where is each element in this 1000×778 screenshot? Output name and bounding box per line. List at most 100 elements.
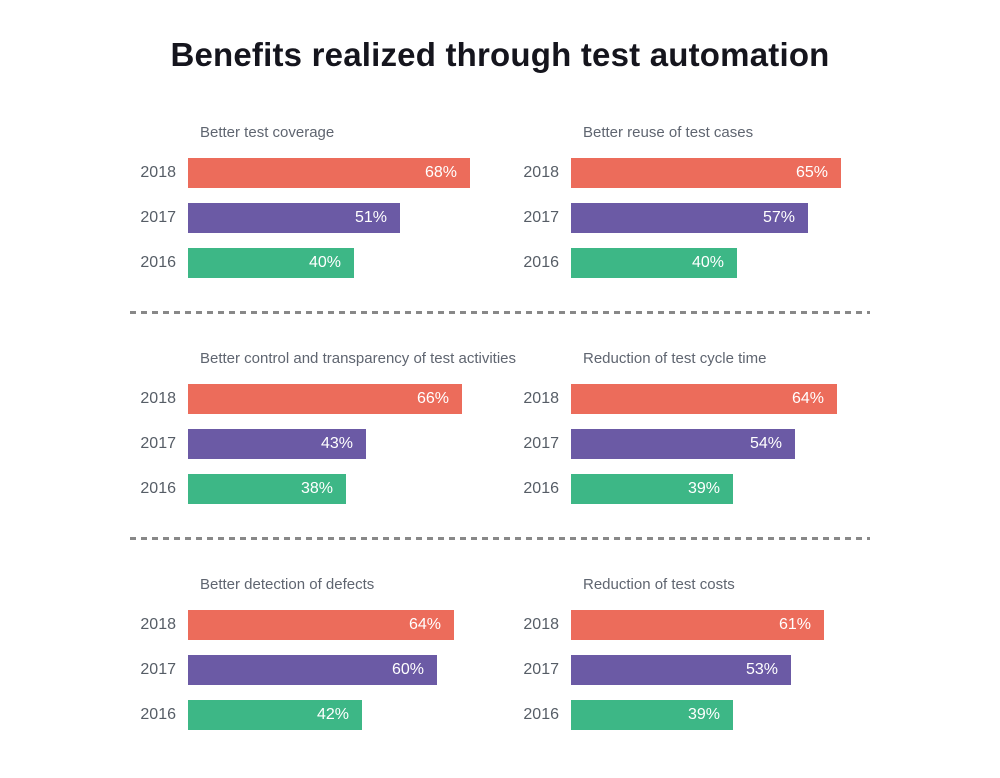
value-label: 53% [745, 660, 778, 678]
bar-row: 2018 65% [513, 157, 870, 188]
value-label: 64% [791, 389, 824, 407]
year-label: 2017 [523, 208, 559, 226]
bar-track: 64% [188, 609, 513, 640]
value-label: 54% [749, 434, 782, 452]
bar-row: 2018 66% [130, 383, 513, 414]
bar: 51% [188, 202, 400, 233]
bar: 40% [571, 247, 737, 278]
value-label: 39% [687, 705, 720, 723]
bar-row: 2018 64% [130, 609, 513, 640]
page-title: Benefits realized through test automatio… [170, 36, 830, 73]
year-label: 2016 [523, 479, 559, 497]
year-label: 2018 [523, 163, 559, 181]
year-label: 2016 [523, 253, 559, 271]
value-label: 57% [762, 208, 795, 226]
bar-track: 64% [571, 383, 870, 414]
bar-row: 2017 43% [130, 428, 513, 459]
year-label: 2017 [140, 434, 176, 452]
bar-track: 40% [188, 247, 513, 278]
bar: 54% [571, 428, 795, 459]
bar-track: 42% [188, 699, 513, 730]
bar: 53% [571, 654, 791, 685]
value-label: 68% [424, 163, 457, 181]
bar-row: 2018 61% [513, 609, 870, 640]
chart-row: Better control and transparency of test … [130, 350, 870, 504]
value-label: 65% [795, 163, 828, 181]
bar-track: 43% [188, 428, 513, 459]
chart-title: Better test coverage [200, 123, 335, 141]
bar-track: 60% [188, 654, 513, 685]
year-label: 2017 [140, 208, 176, 226]
value-label: 51% [354, 208, 387, 226]
bar-row: 2017 51% [130, 202, 513, 233]
value-label: 39% [687, 479, 720, 497]
bar-row: 2016 39% [513, 699, 870, 730]
chart-panel: Better control and transparency of test … [130, 349, 516, 504]
chart-title: Reduction of test cycle time [583, 349, 767, 367]
value-label: 40% [691, 253, 724, 271]
bar: 39% [571, 473, 733, 504]
bar-track: 53% [571, 654, 870, 685]
bar-track: 68% [188, 157, 513, 188]
bar-row: 2017 54% [513, 428, 870, 459]
value-label: 60% [391, 660, 424, 678]
bar: 64% [188, 609, 454, 640]
bar: 64% [571, 383, 837, 414]
bar-row: 2018 64% [513, 383, 870, 414]
bar-track: 39% [571, 699, 870, 730]
bar: 40% [188, 247, 354, 278]
chart-title: Reduction of test costs [583, 575, 735, 593]
dashed-divider [130, 310, 870, 314]
year-label: 2016 [523, 705, 559, 723]
year-label: 2017 [140, 660, 176, 678]
charts-grid: Better test coverage 2018 68% 2017 51% 2016 40… [130, 124, 870, 730]
bar: 66% [188, 383, 462, 414]
bar-row: 2016 38% [130, 473, 513, 504]
value-label: 43% [320, 434, 353, 452]
bar-row: 2016 40% [513, 247, 870, 278]
value-label: 42% [316, 705, 349, 723]
bar-track: 61% [571, 609, 870, 640]
bar: 61% [571, 609, 824, 640]
bar: 39% [571, 699, 733, 730]
bar-track: 39% [571, 473, 870, 504]
chart-panel: Better test coverage 2018 68% 2017 51% 2016 40… [130, 124, 513, 278]
bar-row: 2017 57% [513, 202, 870, 233]
value-label: 64% [408, 615, 441, 633]
bar-row: 2018 68% [130, 157, 513, 188]
bar-row: 2017 53% [513, 654, 870, 685]
year-label: 2016 [140, 479, 176, 497]
bar-row: 2016 39% [513, 473, 870, 504]
year-label: 2018 [140, 389, 176, 407]
year-label: 2018 [140, 163, 176, 181]
bar: 68% [188, 157, 470, 188]
year-label: 2017 [523, 660, 559, 678]
bar-row: 2017 60% [130, 654, 513, 685]
bar: 43% [188, 428, 366, 459]
year-label: 2016 [140, 253, 176, 271]
chart-panel: Better detection of defects 2018 64% 2017 60… [130, 576, 513, 730]
chart-title: Better control and transparency of test … [200, 349, 516, 367]
year-label: 2018 [523, 389, 559, 407]
bar-track: 65% [571, 157, 870, 188]
chart-panel: Reduction of test costs 2018 61% 2017 53% 201… [513, 576, 870, 730]
value-label: 66% [416, 389, 449, 407]
chart-panel: Better reuse of test cases 2018 65% 2017 57%… [513, 124, 870, 278]
chart-row: Better detection of defects 2018 64% 2017 60… [130, 576, 870, 730]
bar: 42% [188, 699, 362, 730]
bar: 38% [188, 473, 346, 504]
chart-title: Better detection of defects [200, 575, 375, 593]
bar-track: 38% [188, 473, 513, 504]
bar-row: 2016 42% [130, 699, 513, 730]
year-label: 2018 [523, 615, 559, 633]
dashed-divider [130, 536, 870, 540]
chart-title: Better reuse of test cases [583, 123, 754, 141]
bar-track: 51% [188, 202, 513, 233]
bar-track: 54% [571, 428, 870, 459]
year-label: 2016 [140, 705, 176, 723]
chart-panel: Reduction of test cycle time 2018 64% 2017 5… [513, 350, 870, 504]
value-label: 40% [308, 253, 341, 271]
chart-row: Better test coverage 2018 68% 2017 51% 2016 40… [130, 124, 870, 278]
bar: 57% [571, 202, 808, 233]
